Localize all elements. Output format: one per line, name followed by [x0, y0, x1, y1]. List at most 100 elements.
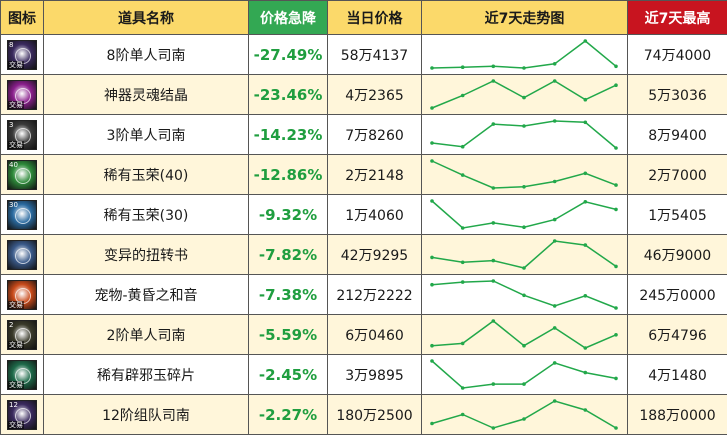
trend-point: [522, 294, 526, 298]
trend-point: [492, 221, 496, 225]
trend-point: [584, 172, 588, 176]
trend-point: [584, 200, 588, 204]
item-name: 8阶单人司南: [44, 35, 249, 75]
trend-point: [461, 342, 465, 346]
trend-point: [430, 199, 434, 203]
pet-orb-icon: 交易: [7, 280, 37, 310]
trend-line: [432, 401, 616, 428]
seven-day-high: 4万1480: [628, 355, 727, 395]
header-price-drop: 价格急降: [249, 1, 328, 35]
price-drop-value: -7.82%: [249, 235, 328, 275]
trend-point: [461, 280, 465, 284]
trend-point: [522, 266, 526, 270]
trend-point: [584, 408, 588, 412]
trend-chart-cell: [422, 235, 628, 275]
trend-point: [492, 426, 496, 430]
trend-point: [584, 98, 588, 102]
trend-line: [432, 41, 616, 68]
price-drop-value: -2.45%: [249, 355, 328, 395]
trend-point: [614, 377, 618, 381]
trend-sparkline: [422, 156, 626, 193]
trend-point: [461, 413, 465, 417]
trend-sparkline: [422, 316, 626, 353]
seven-day-high: 8万9400: [628, 115, 727, 155]
trend-line: [432, 241, 616, 268]
seven-day-high: 245万0000: [628, 275, 727, 315]
trend-point: [584, 294, 588, 298]
price-drop-value: -12.86%: [249, 155, 328, 195]
icon-level-label: 2: [9, 321, 13, 329]
header-icon: 图标: [1, 1, 44, 35]
jade-orb-icon: 30: [7, 200, 37, 230]
seven-day-high: 1万5405: [628, 195, 727, 235]
trend-point: [614, 265, 618, 269]
seven-day-high: 46万9000: [628, 235, 727, 275]
trend-chart-cell: [422, 355, 628, 395]
seven-day-high: 74万4000: [628, 35, 727, 75]
trend-point: [492, 319, 496, 323]
trend-point: [553, 326, 557, 330]
trend-sparkline: [422, 76, 626, 113]
icon-emblem: [15, 248, 31, 264]
trend-point: [553, 361, 557, 365]
trend-point: [492, 382, 496, 386]
today-price: 3万9895: [328, 355, 422, 395]
trend-point: [614, 183, 618, 187]
trend-point: [461, 261, 465, 265]
jade-orb-icon: 40: [7, 160, 37, 190]
price-drop-value: -14.23%: [249, 115, 328, 155]
icon-level-label: 30: [9, 201, 18, 209]
price-drop-value: -27.49%: [249, 35, 328, 75]
icon-trade-tag: 交易: [8, 421, 24, 429]
trend-point: [461, 145, 465, 149]
item-name: 神器灵魂结晶: [44, 75, 249, 115]
price-drop-value: -9.32%: [249, 195, 328, 235]
trend-chart-cell: [422, 75, 628, 115]
icon-emblem: [15, 168, 31, 184]
trend-point: [492, 259, 496, 263]
trend-point: [522, 96, 526, 100]
trend-point: [584, 121, 588, 125]
trend-point: [614, 426, 618, 430]
trend-sparkline: [422, 116, 626, 153]
trend-point: [430, 141, 434, 145]
today-price: 7万8260: [328, 115, 422, 155]
soul-crystal-icon: 交易: [7, 80, 37, 110]
trend-point: [614, 83, 618, 87]
trend-chart-cell: [422, 115, 628, 155]
trend-point: [584, 371, 588, 375]
icon-level-label: 8: [9, 41, 13, 49]
seven-day-high: 2万7000: [628, 155, 727, 195]
icon-level-label: 3: [9, 121, 13, 129]
today-price: 6万0460: [328, 315, 422, 355]
item-name: 稀有玉荣(30): [44, 195, 249, 235]
trend-point: [553, 239, 557, 243]
trend-point: [430, 106, 434, 110]
price-drop-value: -23.46%: [249, 75, 328, 115]
item-name: 12阶组队司南: [44, 395, 249, 435]
trend-chart-cell: [422, 275, 628, 315]
trend-point: [461, 226, 465, 230]
trend-point: [553, 399, 557, 403]
icon-level-label: 40: [9, 161, 18, 169]
trend-sparkline: [422, 196, 626, 233]
icon-trade-tag: 交易: [8, 101, 24, 109]
item-name: 3阶单人司南: [44, 115, 249, 155]
trend-chart-cell: [422, 315, 628, 355]
trend-chart-cell: [422, 35, 628, 75]
icon-cell: 交易: [1, 275, 44, 315]
trend-point: [614, 146, 618, 150]
icon-trade-tag: 交易: [8, 301, 24, 309]
